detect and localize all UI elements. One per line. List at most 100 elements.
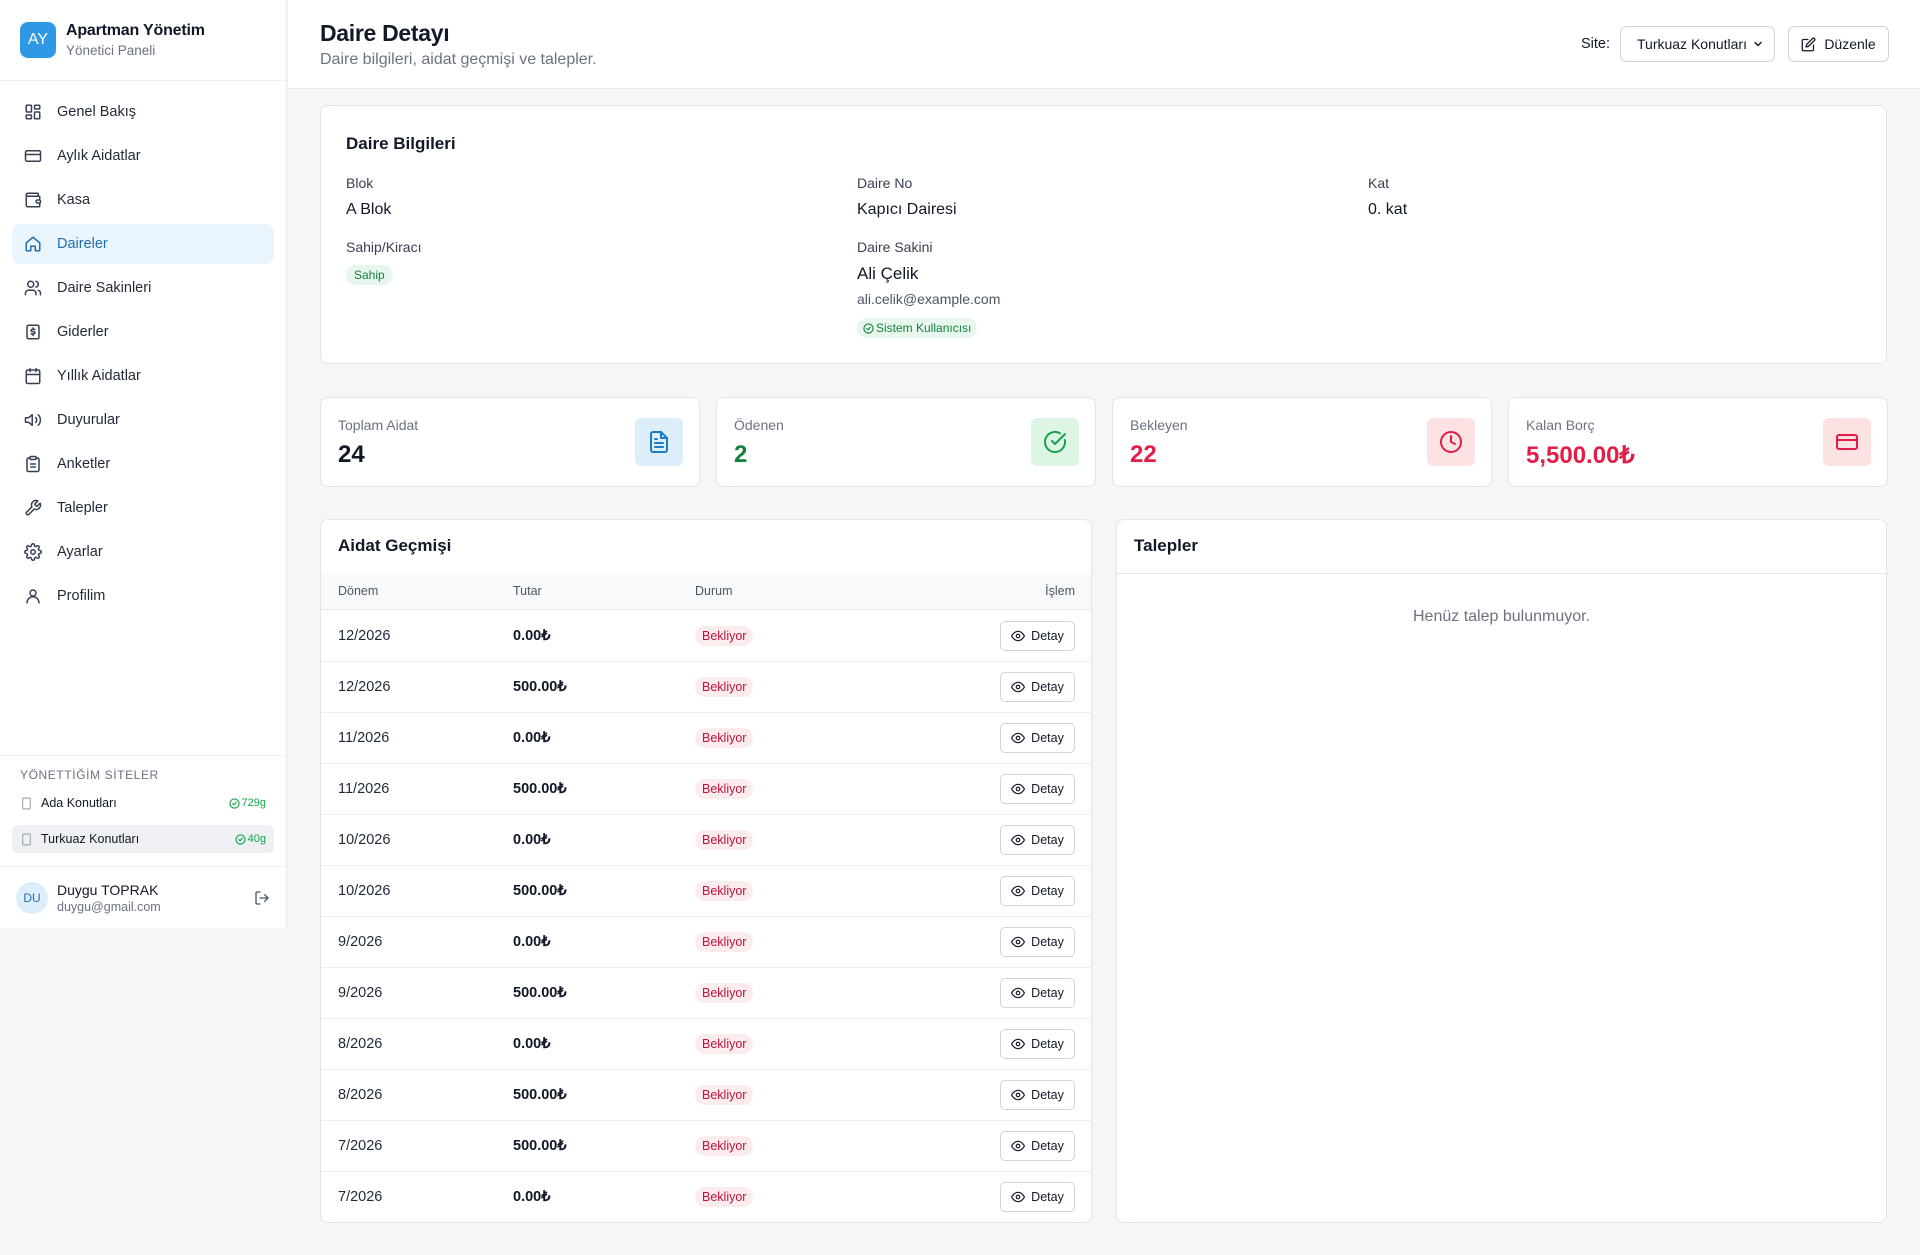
dues-history-card: Aidat Geçmişi Dönem Tutar Durum İşlem 12… bbox=[320, 519, 1092, 1223]
eye-icon bbox=[1011, 1089, 1026, 1101]
home-icon bbox=[25, 236, 41, 252]
detail-button[interactable]: Detay bbox=[1000, 723, 1075, 753]
sidebar: AY Apartman Yönetim Yönetici Paneli Gene… bbox=[0, 0, 287, 928]
status-badge: Bekliyor bbox=[695, 728, 754, 748]
brand[interactable]: AY Apartman Yönetim Yönetici Paneli bbox=[0, 0, 286, 81]
status-badge: Bekliyor bbox=[695, 932, 754, 952]
stat-icon-box bbox=[635, 418, 683, 466]
sidebar-item-daire-sakinleri[interactable]: Daire Sakinleri bbox=[12, 268, 274, 308]
site-badge: 729g bbox=[228, 797, 266, 809]
eye-icon bbox=[1011, 834, 1026, 846]
detail-button[interactable]: Detay bbox=[1000, 1029, 1075, 1059]
status-badge: Bekliyor bbox=[695, 1085, 754, 1105]
daire-no-label: Daire No bbox=[857, 175, 913, 191]
status-badge: Bekliyor bbox=[695, 1136, 754, 1156]
apartment-info-card: Daire Bilgileri Blok A Blok Daire No Kap… bbox=[320, 105, 1887, 364]
eye-icon bbox=[1011, 987, 1026, 999]
users-icon bbox=[24, 280, 42, 296]
dues-history-title: Aidat Geçmişi bbox=[338, 536, 452, 555]
table-row: 11/2026 0.00₺ Bekliyor Detay bbox=[321, 713, 1091, 764]
sidebar-item-daireler[interactable]: Daireler bbox=[12, 224, 274, 264]
table-row: 8/2026 0.00₺ Bekliyor Detay bbox=[321, 1019, 1091, 1070]
brand-title: Apartman Yönetim bbox=[66, 22, 205, 39]
edit-button[interactable]: Düzenle bbox=[1788, 26, 1889, 62]
table-header: Dönem Tutar Durum İşlem bbox=[321, 573, 1091, 610]
table-row: 12/2026 500.00₺ Bekliyor Detay bbox=[321, 662, 1091, 713]
detail-button[interactable]: Detay bbox=[1000, 825, 1075, 855]
calendar-icon bbox=[25, 367, 41, 385]
detail-button[interactable]: Detay bbox=[1000, 1182, 1075, 1212]
building-icon bbox=[22, 833, 31, 845]
detail-button[interactable]: Detay bbox=[1000, 876, 1075, 906]
sidebar-item-anketler[interactable]: Anketler bbox=[12, 444, 274, 484]
building-icon bbox=[22, 797, 31, 809]
kat-label: Kat bbox=[1368, 175, 1390, 191]
sidebar-item-kasa[interactable]: Kasa bbox=[12, 180, 274, 220]
status-badge: Bekliyor bbox=[695, 779, 754, 799]
check-circle-icon bbox=[234, 833, 246, 845]
detail-button-label: Detay bbox=[1031, 986, 1064, 1000]
sidebar-item-ayarlar[interactable]: Ayarlar bbox=[12, 532, 274, 572]
detail-button-label: Detay bbox=[1031, 833, 1064, 847]
stat-value: 5,500.00₺ bbox=[1526, 442, 1635, 469]
sidebar-item-aylik-aidatlar[interactable]: Aylık Aidatlar bbox=[12, 136, 274, 176]
detail-button[interactable]: Detay bbox=[1000, 672, 1075, 702]
stat-label: Ödenen bbox=[734, 417, 784, 433]
stat-icon-box bbox=[1823, 418, 1871, 466]
brand-subtitle: Yönetici Paneli bbox=[66, 43, 156, 58]
document-icon bbox=[650, 431, 668, 453]
site-item-ada[interactable]: Ada Konutları 729g bbox=[12, 789, 274, 817]
detail-button[interactable]: Detay bbox=[1000, 774, 1075, 804]
sidebar-item-label: Daire Sakinleri bbox=[57, 280, 152, 296]
cell-donem: 11/2026 bbox=[338, 781, 390, 797]
detail-button[interactable]: Detay bbox=[1000, 978, 1075, 1008]
check-circle-icon bbox=[1044, 430, 1066, 453]
requests-card: Talepler Henüz talep bulunmuyor. bbox=[1116, 519, 1887, 1223]
detail-button-label: Detay bbox=[1031, 1037, 1064, 1051]
cell-donem: 9/2026 bbox=[338, 985, 383, 1001]
chevron-down-icon bbox=[1754, 41, 1762, 47]
sidebar-item-genel-bakis[interactable]: Genel Bakış bbox=[12, 92, 274, 132]
sidebar-nav: Genel Bakış Aylık Aidatlar Kasa Daireler… bbox=[0, 81, 286, 616]
wallet-icon bbox=[25, 192, 42, 208]
cell-donem: 7/2026 bbox=[338, 1189, 383, 1205]
sidebar-item-label: Talepler bbox=[57, 500, 108, 516]
column-header-durum: Durum bbox=[695, 584, 733, 598]
detail-button[interactable]: Detay bbox=[1000, 1131, 1075, 1161]
cell-tutar: 500.00₺ bbox=[513, 883, 567, 899]
blok-value: A Blok bbox=[346, 201, 392, 218]
managed-sites-title: YÖNETTİĞİM SİTELER bbox=[20, 768, 159, 782]
avatar: DU bbox=[16, 881, 48, 914]
status-badge: Bekliyor bbox=[695, 626, 754, 646]
sidebar-item-talepler[interactable]: Talepler bbox=[12, 488, 274, 528]
logout-icon[interactable] bbox=[254, 890, 270, 906]
detail-button-label: Detay bbox=[1031, 629, 1064, 643]
page-header: Daire Detayı Daire bilgileri, aidat geçm… bbox=[288, 0, 1920, 89]
table-row: 10/2026 500.00₺ Bekliyor Detay bbox=[321, 866, 1091, 917]
detail-button[interactable]: Detay bbox=[1000, 927, 1075, 957]
stat-label: Kalan Borç bbox=[1526, 417, 1595, 433]
detail-button-label: Detay bbox=[1031, 782, 1064, 796]
requests-title: Talepler bbox=[1134, 536, 1198, 555]
cell-tutar: 0.00₺ bbox=[513, 1189, 551, 1205]
cell-donem: 11/2026 bbox=[338, 730, 390, 746]
detail-button-label: Detay bbox=[1031, 1190, 1064, 1204]
detail-button[interactable]: Detay bbox=[1000, 1080, 1075, 1110]
sidebar-item-profilim[interactable]: Profilim bbox=[12, 576, 274, 616]
sidebar-item-label: Duyurular bbox=[57, 412, 120, 428]
site-item-turkuaz[interactable]: Turkuaz Konutları 40g bbox=[12, 825, 274, 853]
detail-button[interactable]: Detay bbox=[1000, 621, 1075, 651]
sidebar-item-duyurular[interactable]: Duyurular bbox=[12, 400, 274, 440]
sidebar-item-yillik-aidatlar[interactable]: Yıllık Aidatlar bbox=[12, 356, 274, 396]
site-select-label: Site: bbox=[1581, 36, 1611, 52]
page-subtitle: Daire bilgileri, aidat geçmişi ve talepl… bbox=[320, 51, 597, 68]
apartment-info-title: Daire Bilgileri bbox=[346, 134, 456, 153]
cell-tutar: 0.00₺ bbox=[513, 730, 551, 746]
credit-card-icon bbox=[1836, 434, 1858, 450]
sidebar-item-label: Anketler bbox=[57, 456, 111, 472]
site-select[interactable]: Turkuaz Konutları bbox=[1620, 26, 1775, 62]
site-name: Turkuaz Konutları bbox=[41, 832, 140, 846]
stat-value: 22 bbox=[1130, 441, 1157, 468]
sidebar-item-giderler[interactable]: Giderler bbox=[12, 312, 274, 352]
resident-label: Daire Sakini bbox=[857, 239, 933, 255]
